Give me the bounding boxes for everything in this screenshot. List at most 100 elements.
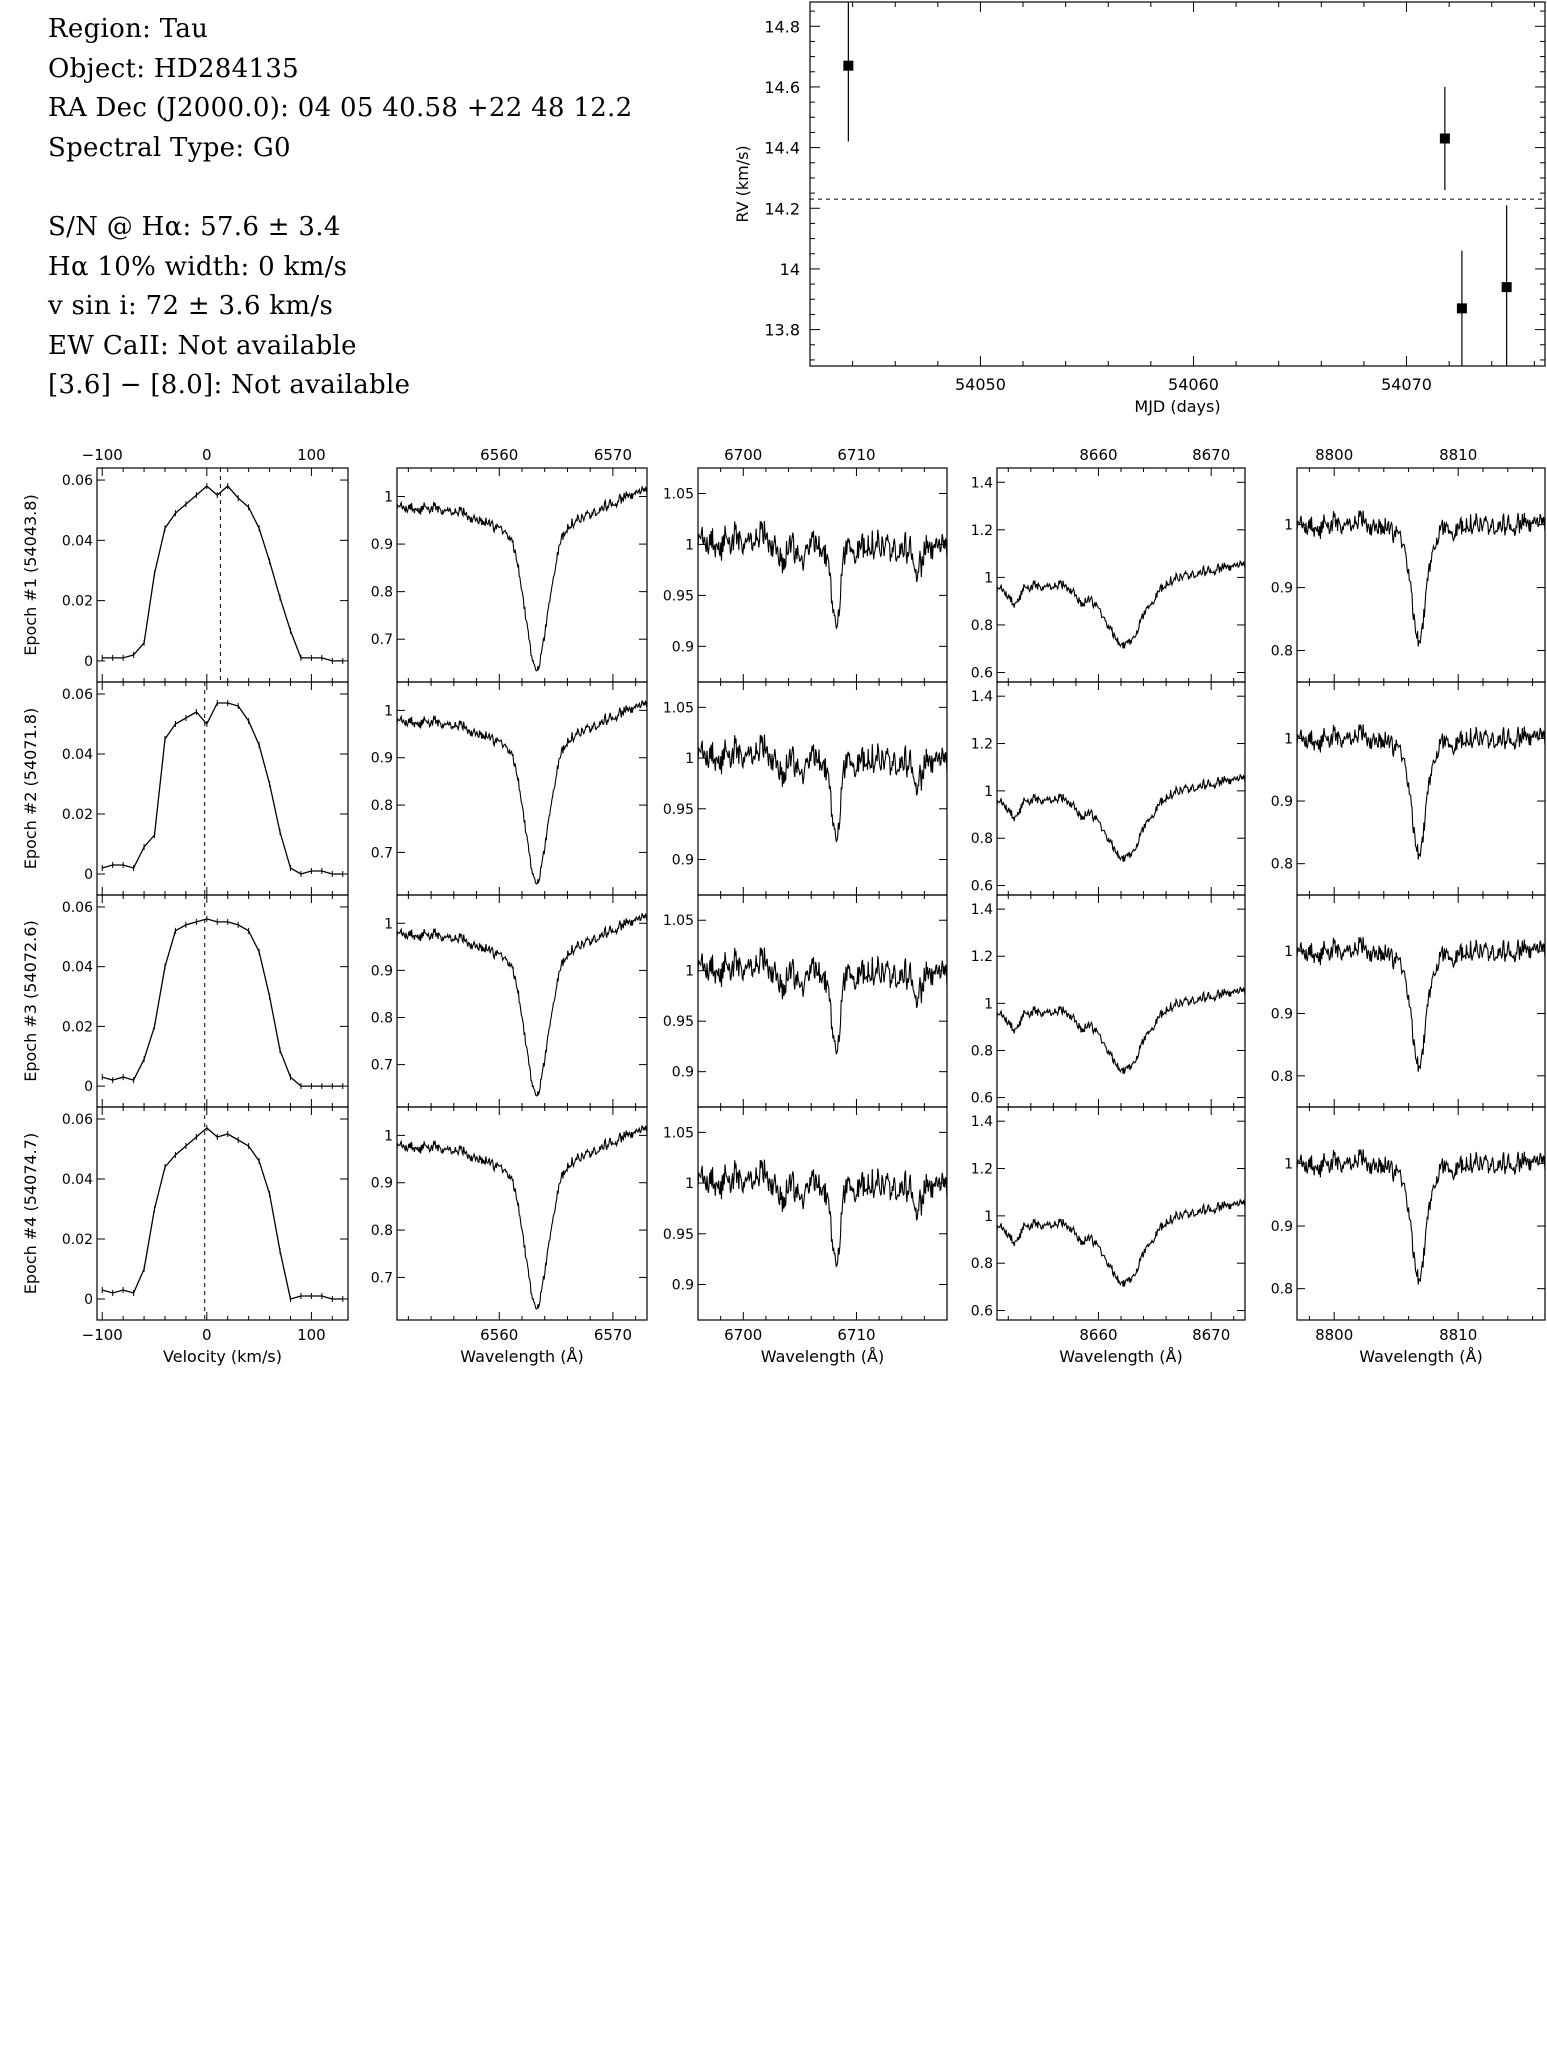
y-tick-label: 0.9 [1271, 1006, 1293, 1022]
y-tick-label: 1 [384, 916, 393, 932]
y-tick-label: 0.95 [663, 1227, 694, 1243]
panel-frame [996, 681, 1246, 896]
y-tick-label: 0.04 [62, 747, 93, 763]
y-tick-label: 1 [384, 490, 393, 506]
spectral-type-label: Spectral Type: G0 [48, 132, 291, 163]
rv-data-point [1456, 303, 1467, 314]
y-tick-label: 0.9 [672, 639, 694, 655]
top-x-tick-label: 100 [297, 446, 326, 464]
coordinates-label: RA Dec (J2000.0): 04 05 40.58 +22 48 12.… [48, 93, 633, 124]
rv-x-tick-label: 54060 [1168, 375, 1219, 394]
y-tick-label: 0 [84, 867, 93, 883]
rv-x-tick-label: 54070 [1381, 375, 1432, 394]
spectrum-line [697, 520, 948, 630]
spectrum-line [996, 1198, 1246, 1287]
y-tick-label: 0.7 [371, 1058, 393, 1074]
y-tick-label: 1.05 [663, 700, 694, 716]
bottom-x-tick-label: 0 [202, 1326, 212, 1344]
panel-frame [697, 1106, 948, 1321]
rv-y-axis-label: RV (km/s) [733, 145, 752, 222]
panel-frame [996, 1106, 1246, 1321]
rv-y-tick-label: 14.4 [764, 139, 800, 158]
y-tick-label: 1 [384, 1128, 393, 1144]
y-tick-label: 0.7 [371, 845, 393, 861]
spectrum-line [396, 699, 648, 885]
y-tick-label: 1 [384, 703, 393, 719]
ccf-curve [102, 702, 343, 875]
y-tick-label: 1 [685, 1176, 694, 1192]
y-tick-label: 0.8 [1271, 857, 1293, 873]
y-tick-label: 0.8 [1271, 1069, 1293, 1085]
y-tick-label: 0.8 [371, 1010, 393, 1026]
panel-frame [697, 681, 948, 896]
y-tick-label: 0.9 [672, 1278, 694, 1294]
y-tick-label: 1.4 [971, 1114, 993, 1130]
panel-frame [96, 467, 349, 683]
bottom-x-tick-label: 8800 [1315, 1326, 1353, 1344]
bottom-x-tick-label: 8670 [1192, 1326, 1230, 1344]
rv-y-tick-label: 14.8 [764, 17, 800, 36]
y-tick-label: 0.9 [1271, 581, 1293, 597]
top-x-tick-label: 6710 [837, 446, 875, 464]
vsini-label: v sin i: 72 ± 3.6 km/s [48, 291, 334, 322]
panel-frame [697, 467, 948, 683]
top-x-tick-label: 8810 [1439, 446, 1477, 464]
spectrum-line [1296, 510, 1546, 647]
y-tick-label: 1 [984, 784, 993, 800]
y-tick-label: 0.95 [663, 588, 694, 604]
spectrum-line [697, 1159, 948, 1268]
y-tick-label: 1.2 [971, 949, 993, 965]
bottom-x-tick-label: 6710 [837, 1326, 875, 1344]
y-tick-label: 0.8 [1271, 644, 1293, 660]
y-tick-label: 1.4 [971, 902, 993, 918]
y-tick-label: 0.8 [1271, 1282, 1293, 1298]
y-tick-label: 0.04 [62, 960, 93, 976]
epoch-label: Epoch #1 (54043.8) [21, 494, 40, 655]
y-tick-label: 1 [1284, 944, 1293, 960]
rv-y-tick-label: 13.8 [764, 321, 800, 340]
y-tick-label: 1 [984, 570, 993, 586]
top-x-tick-label: 6570 [594, 446, 632, 464]
y-tick-label: 1 [1284, 731, 1293, 747]
rv-data-point [1501, 282, 1512, 293]
region-label: Region: Tau [48, 14, 209, 44]
y-tick-label: 0.06 [62, 687, 93, 703]
panel-frame [1296, 467, 1546, 683]
y-tick-label: 1.4 [971, 475, 993, 491]
y-tick-label: 0.8 [971, 618, 993, 634]
top-x-tick-label: 8660 [1079, 446, 1117, 464]
x-axis-label: Wavelength (Å) [460, 1347, 583, 1366]
y-tick-label: 0 [84, 654, 93, 670]
panel-frame [96, 681, 349, 896]
y-tick-label: 0.6 [971, 1304, 993, 1320]
rv-y-tick-label: 14 [780, 260, 800, 279]
y-tick-label: 0.02 [62, 1019, 93, 1035]
bottom-x-tick-label: 100 [297, 1326, 326, 1344]
top-x-tick-label: 6560 [480, 446, 518, 464]
y-tick-label: 1.05 [663, 1125, 694, 1141]
y-tick-label: 0.8 [971, 1043, 993, 1059]
y-tick-label: 0.8 [371, 798, 393, 814]
y-tick-label: 0.02 [62, 1232, 93, 1248]
spectrum-line [697, 734, 948, 843]
y-tick-label: 1 [685, 964, 694, 980]
rv-y-tick-label: 14.2 [764, 199, 800, 218]
ccf-curve [102, 1127, 343, 1300]
rv-data-point [1439, 133, 1450, 144]
bottom-x-tick-label: 6570 [594, 1326, 632, 1344]
panel-frame [996, 467, 1246, 683]
y-tick-label: 0.8 [971, 1256, 993, 1272]
y-tick-label: 0.9 [371, 537, 393, 553]
y-tick-label: 0 [84, 1292, 93, 1308]
irac-color-label: [3.6] − [8.0]: Not available [48, 370, 411, 401]
y-tick-label: 0.6 [971, 665, 993, 681]
spectrum-line [996, 985, 1246, 1074]
spectrum-line [1296, 936, 1546, 1072]
y-tick-label: 0.06 [62, 1112, 93, 1128]
y-tick-label: 0.6 [971, 879, 993, 895]
y-tick-label: 0.9 [1271, 794, 1293, 810]
x-axis-label: Wavelength (Å) [761, 1347, 884, 1366]
top-x-tick-label: 8800 [1315, 446, 1353, 464]
y-tick-label: 0.6 [971, 1091, 993, 1107]
